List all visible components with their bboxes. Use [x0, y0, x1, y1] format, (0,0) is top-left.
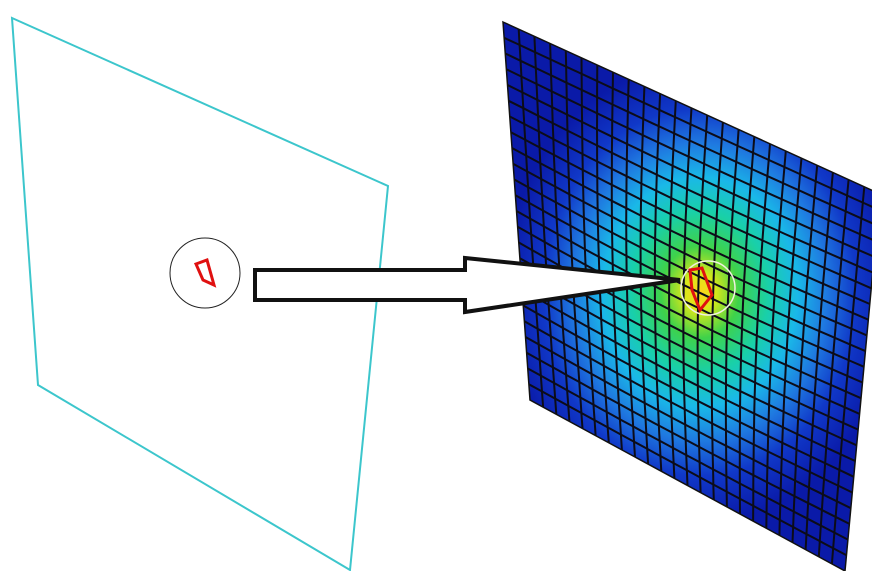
mesh	[503, 29, 872, 564]
mesh-line	[817, 179, 850, 557]
detail-circle-right	[680, 260, 736, 316]
mesh-line	[525, 336, 852, 510]
contour-panel	[503, 22, 872, 571]
element-marker	[193, 258, 217, 288]
mesh-line	[830, 186, 866, 564]
mesh-line	[526, 351, 850, 525]
plate-outline	[10, 16, 390, 571]
mesh-line	[527, 367, 849, 541]
element-marker-right	[688, 266, 714, 313]
arrow	[253, 255, 681, 315]
mesh-line	[804, 172, 834, 550]
detail-circle	[169, 237, 241, 309]
mesh-line	[528, 383, 847, 557]
